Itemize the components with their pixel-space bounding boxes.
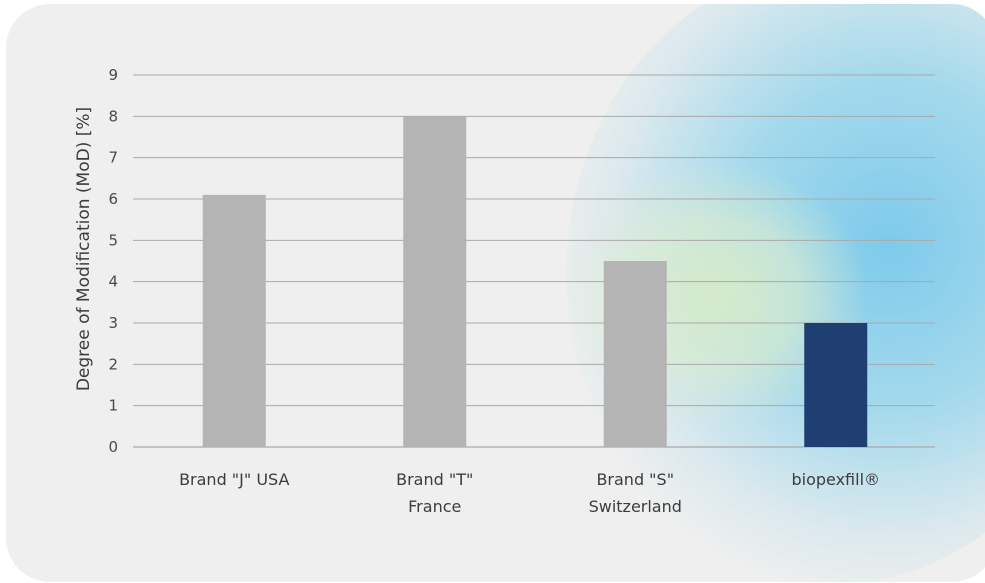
x-axis-categories: Brand "J" USA Brand "T" France Brand "S" Swi…: [179, 470, 880, 516]
y-tick-label: 3: [108, 314, 118, 332]
y-tick-label: 4: [108, 273, 118, 291]
y-tick-label: 6: [108, 190, 118, 208]
bar-3: [603, 261, 667, 447]
y-tick-label: 1: [108, 397, 118, 415]
y-tick-label: 5: [108, 231, 118, 249]
y-axis-ticks: 0 1 2 3 4 5 6 7 8 9: [108, 66, 118, 456]
x-category-label: biopexfill®: [791, 470, 880, 489]
x-category-label: Brand "S": [596, 470, 674, 489]
x-category-label: France: [408, 497, 461, 516]
grid-lines: [133, 74, 935, 448]
bar-2: [403, 116, 467, 447]
y-tick-label: 7: [108, 149, 118, 167]
y-axis-title: Degree of Modification (MoD) [%]: [74, 107, 94, 391]
x-category-label: Switzerland: [589, 497, 682, 516]
bars: [202, 116, 868, 447]
bar-4: [804, 323, 868, 447]
y-tick-label: 8: [108, 107, 118, 125]
y-tick-label: 2: [108, 355, 118, 373]
y-tick-label: 9: [108, 66, 118, 84]
bar-1: [202, 194, 266, 447]
chart-card: [6, 4, 985, 582]
x-category-label: Brand "T": [396, 470, 473, 489]
y-tick-label: 0: [108, 438, 118, 456]
x-category-label: Brand "J" USA: [179, 470, 289, 489]
